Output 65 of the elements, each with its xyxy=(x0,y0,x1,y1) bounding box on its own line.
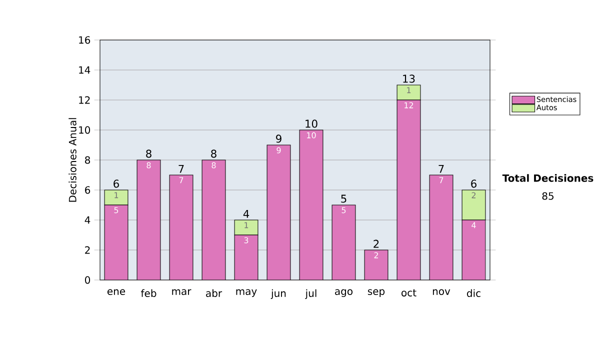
bar xyxy=(462,220,486,280)
x-tick-label: oct xyxy=(402,289,416,296)
total-label: 8 xyxy=(146,150,152,158)
data-label: 4 xyxy=(472,222,476,228)
bar xyxy=(364,250,388,280)
x-tick-label: dic xyxy=(466,289,480,298)
y-tick-label: 10 xyxy=(79,126,90,134)
x-tick-label: abr xyxy=(206,289,222,298)
total-label: 6 xyxy=(471,180,476,188)
data-label: 2 xyxy=(374,252,378,258)
data-label: 10 xyxy=(307,132,316,138)
y-axis-title: Decisiones Anual xyxy=(68,118,76,202)
x-tick-label: jul xyxy=(305,289,316,299)
text: 85 xyxy=(542,192,554,200)
bar xyxy=(202,160,226,280)
bar xyxy=(234,220,258,236)
total-label: 10 xyxy=(306,120,318,128)
y-tick-label: 6 xyxy=(85,186,90,194)
data-label: 3 xyxy=(244,237,248,244)
text: Total Decisiones xyxy=(502,174,594,182)
data-label: 5 xyxy=(342,207,346,214)
bar xyxy=(170,175,193,280)
x-tick-label: jun xyxy=(270,289,286,299)
y-tick-label: 4 xyxy=(84,216,90,224)
total-label: 8 xyxy=(211,150,216,158)
total-label: 9 xyxy=(276,134,282,143)
data-label: 1 xyxy=(244,222,248,228)
data-label: 1 xyxy=(407,87,411,94)
bar xyxy=(104,205,128,280)
bar xyxy=(234,235,258,280)
data-label: 7 xyxy=(179,177,184,184)
data-label: 1 xyxy=(114,192,118,198)
total-label: 6 xyxy=(114,180,119,188)
data-label: 8 xyxy=(146,162,151,168)
x-tick-label: mar xyxy=(172,289,192,296)
y-tick-label: 16 xyxy=(79,36,90,44)
data-label: 9 xyxy=(276,147,281,154)
data-label: 5 xyxy=(114,207,118,214)
y-tick-label: 8 xyxy=(85,156,90,164)
x-tick-label: ene xyxy=(107,289,126,296)
x-tick-label: nov xyxy=(432,289,450,296)
total-label: 7 xyxy=(438,164,444,173)
bar xyxy=(267,145,290,280)
data-label: 8 xyxy=(212,162,216,168)
bar xyxy=(430,175,453,280)
total-label: 4 xyxy=(243,210,250,218)
bar xyxy=(397,100,420,280)
data-label: 12 xyxy=(404,102,414,108)
bar xyxy=(300,130,323,280)
x-tick-label: feb xyxy=(140,289,156,298)
total-label: 2 xyxy=(374,240,379,248)
y-tick-label: 12 xyxy=(79,96,90,104)
bar xyxy=(332,205,356,280)
total-label: 13 xyxy=(403,74,415,83)
total-label: 5 xyxy=(341,194,346,203)
x-tick-label: may xyxy=(236,289,257,297)
y-tick-label: 0 xyxy=(85,276,90,284)
bar xyxy=(137,160,160,280)
data-label: 7 xyxy=(439,177,444,184)
x-tick-label: ago xyxy=(335,289,352,297)
y-tick-label: 14 xyxy=(79,66,90,74)
x-tick-label: sep xyxy=(368,289,385,297)
total-label: 7 xyxy=(178,164,184,173)
y-tick-label: 2 xyxy=(85,246,90,254)
data-label: 2 xyxy=(472,192,476,198)
